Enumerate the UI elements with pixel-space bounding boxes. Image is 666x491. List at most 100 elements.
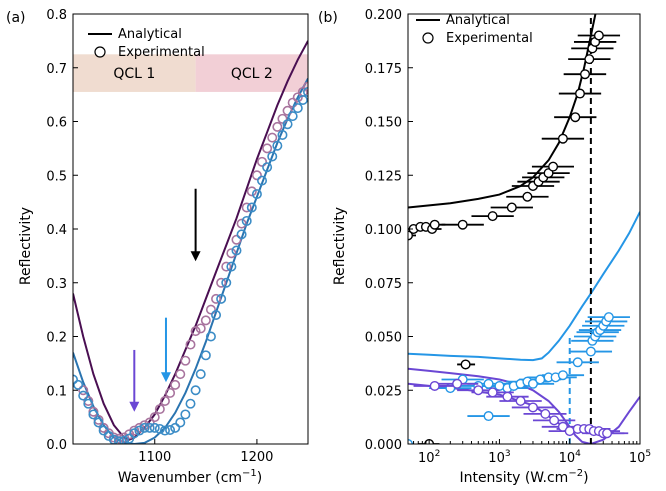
experimental-point [527, 402, 538, 413]
experimental-point [502, 391, 513, 402]
y-tick-label: 0.2 [46, 331, 67, 346]
experimental-point [124, 433, 135, 444]
y-tick-label: 0.075 [365, 277, 402, 292]
experimental-point [277, 113, 288, 124]
panel-b-plot-area [408, 14, 640, 444]
y-tick-label: 0.150 [365, 116, 402, 131]
experimental-point [170, 422, 181, 433]
experimental-point [292, 92, 303, 103]
experimental-point [195, 369, 206, 380]
panel-b-ylabel: Reflectivity [332, 207, 348, 285]
legend-experimental-swatch [94, 46, 106, 58]
legend-experimental-label: Experimental [446, 31, 533, 46]
experimental-point [527, 378, 538, 389]
panel-a-legend: Analytical Experimental [88, 27, 205, 60]
qcl-band-label: QCL 1 [113, 66, 155, 82]
panel-a: (a) QCL 1 QCL 2 1100 1200 0.0 0.1 0.2 0.3 0.4 0.… [6, 8, 309, 486]
panel-a-label: (a) [6, 10, 26, 26]
experimental-point [429, 380, 440, 391]
experimental-point [574, 88, 585, 99]
qcl-band-2 [195, 54, 308, 92]
experimental-point [549, 415, 560, 426]
experimental-point [267, 132, 278, 143]
experimental-point [277, 129, 288, 140]
panel-a-plot-area [73, 40, 308, 444]
y-tick-label: 0.050 [365, 331, 402, 346]
experimental-point [452, 378, 463, 389]
x-tick-label: 1100 [138, 450, 171, 465]
experimental-point [287, 97, 298, 108]
experimental-point [557, 370, 568, 381]
x-tick-label: 105 [629, 449, 651, 466]
experimental-point [483, 378, 494, 389]
y-tick-label: 0.3 [46, 277, 67, 292]
experimental-point [603, 312, 614, 323]
legend-experimental-label: Experimental [118, 45, 205, 60]
experimental-point [515, 396, 526, 407]
panel-b-axes: 102 103 104 105 0.000 0.025 0.050 0.075 0.100 0.1… [365, 8, 651, 466]
experimental-point [522, 191, 533, 202]
panel-b-xlabel: Intensity (W.cm−2) [459, 468, 588, 486]
experimental-point [564, 426, 575, 437]
arrow-head-0 [190, 251, 201, 262]
legend-experimental-swatch [422, 32, 434, 44]
panel-b: (b) 102 103 104 105 0.000 0.025 0.050 0.075 0.10… [318, 8, 651, 486]
experimental-point [200, 350, 211, 361]
y-tick-label: 0.175 [365, 62, 402, 77]
panel-b-label: (b) [318, 10, 338, 26]
y-tick-label: 0.200 [365, 8, 402, 23]
experimental-point [580, 69, 591, 80]
y-tick-label: 0.7 [46, 62, 67, 77]
experimental-point [190, 326, 201, 337]
experimental-point [83, 398, 94, 409]
experimental-point [216, 277, 227, 288]
experimental-point [251, 170, 262, 181]
experimental-point [267, 151, 278, 162]
experimental-point [535, 374, 546, 385]
qcl-bands: QCL 1 QCL 2 [73, 54, 308, 92]
y-tick-label: 0.8 [46, 8, 67, 23]
experimental-point [159, 425, 170, 436]
experimental-point [570, 112, 581, 123]
experimental-point [231, 234, 242, 245]
experimental-point [231, 245, 242, 256]
panel-a-axes: 1100 1200 0.0 0.1 0.2 0.3 0.4 0.5 0.6 0.7 0.8 [46, 8, 309, 465]
experimental-point [282, 105, 293, 116]
experimental-point [572, 357, 583, 368]
y-tick-label: 0.6 [46, 116, 67, 131]
y-tick-label: 0.0 [46, 438, 67, 453]
experimental-point [257, 175, 268, 186]
experimental-point [257, 156, 268, 167]
experimental-point [272, 140, 283, 151]
experimental-point [292, 103, 303, 114]
experimental-point [236, 229, 247, 240]
analytical-curve-1 [408, 211, 640, 362]
panel-b-legend: Analytical Experimental [416, 13, 533, 46]
qcl-band-label: QCL 2 [231, 66, 273, 82]
experimental-point [200, 315, 211, 326]
experimental-point [113, 436, 124, 444]
panel-a-arrows [129, 188, 201, 412]
experimental-point [211, 309, 222, 320]
experimental-point [144, 422, 155, 433]
experimental-point [460, 359, 471, 370]
experimental-point [88, 409, 99, 420]
experimental-point [593, 30, 604, 41]
panel-a-xlabel: Wavenumber (cm−1) [118, 468, 263, 486]
experimental-point [282, 119, 293, 130]
experimental-point [175, 417, 186, 428]
experimental-point [221, 277, 232, 288]
arrow-head-1 [129, 401, 140, 412]
experimental-point [185, 398, 196, 409]
experimental-point [98, 425, 109, 436]
x-tick-label: 102 [418, 449, 440, 466]
x-tick-label: 104 [559, 449, 582, 466]
experimental-point [154, 423, 165, 434]
experimental-point [483, 411, 494, 422]
y-tick-label: 0.1 [46, 384, 67, 399]
experimental-point [175, 369, 186, 380]
y-tick-label: 0.4 [46, 223, 67, 238]
experimental-point [205, 331, 216, 342]
experimental-point [494, 380, 505, 391]
